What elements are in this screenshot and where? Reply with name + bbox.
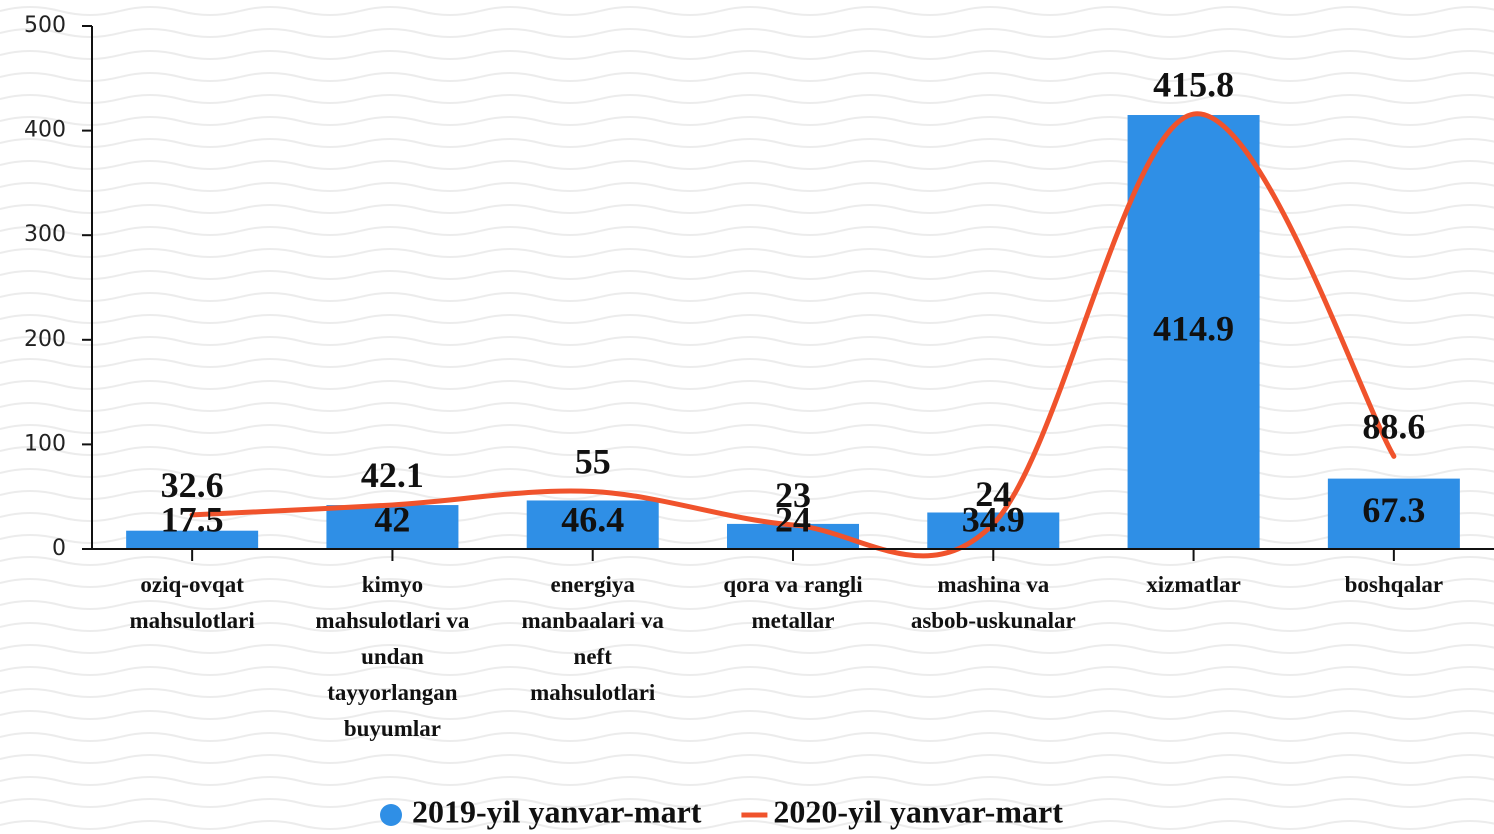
- bar: [526, 500, 659, 549]
- bar: [126, 530, 259, 549]
- y-tick-label: 500: [24, 13, 66, 38]
- data-label: 67.3: [1362, 490, 1425, 530]
- legend-label: 2019-yil yanvar-mart: [412, 793, 702, 829]
- y-tick-label: 400: [24, 118, 66, 143]
- data-label: 415.8: [1153, 64, 1234, 104]
- data-label: 23: [775, 475, 811, 515]
- data-label: 42.1: [361, 455, 424, 495]
- y-tick-label: 0: [52, 536, 66, 561]
- y-tick-label: 100: [24, 431, 66, 456]
- y-tick-label: 200: [24, 327, 66, 352]
- legend-swatch: [380, 804, 402, 826]
- data-label: 24: [975, 474, 1011, 514]
- data-label: 414.9: [1153, 308, 1234, 348]
- data-label: 34.9: [962, 499, 1025, 539]
- x-tick-label: boshqalar: [1344, 572, 1444, 597]
- x-tick-label: kimyo mahsulotlari va undan tayyorlangan…: [315, 572, 470, 741]
- data-label: 88.6: [1362, 407, 1425, 447]
- data-label: 42: [374, 499, 410, 539]
- x-tick-label: energiya manbaalari va neft mahsulotlari: [521, 572, 664, 705]
- bar: [1327, 478, 1460, 549]
- data-label: 46.4: [561, 499, 624, 539]
- x-tick-label: qora va rangli metallar: [723, 572, 863, 633]
- data-label: 55: [575, 442, 611, 482]
- data-label: 17.5: [161, 499, 224, 539]
- bar: [1127, 115, 1260, 550]
- x-tick-label: mashina va asbob-uskunalar: [910, 572, 1076, 633]
- data-label: 32.6: [161, 465, 224, 505]
- x-tick-label: oziq-ovqat mahsulotlari: [129, 572, 255, 633]
- data-label: 24: [775, 499, 811, 539]
- bar: [927, 512, 1060, 549]
- bar: [326, 505, 459, 549]
- y-tick-label: 300: [24, 222, 66, 247]
- x-tick-label: xizmatlar: [1146, 572, 1241, 597]
- legend-label: 2020-yil yanvar-mart: [773, 793, 1063, 829]
